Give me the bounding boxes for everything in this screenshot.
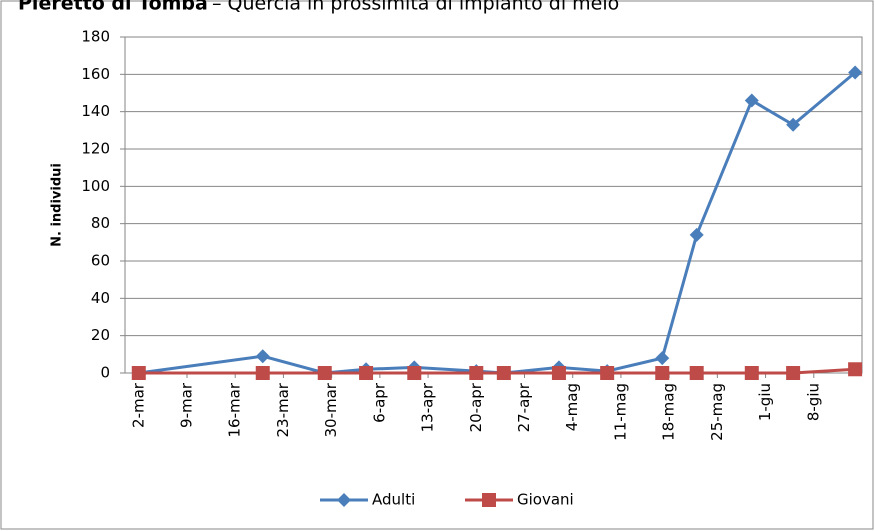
x-tick-label: 11-mag [611,383,629,441]
marker [848,65,863,80]
y-tick-label: 100 [81,177,110,195]
x-tick-label: 1-giu [756,383,774,421]
marker [469,366,484,380]
marker [551,366,566,380]
y-tick-label: 80 [91,214,110,232]
x-tick-label: 23-mar [274,382,292,437]
legend-marker [337,493,351,507]
x-tick-label: 30-mar [322,382,340,437]
y-tick-label: 0 [100,364,110,382]
marker [786,366,801,380]
y-axis-label: N. individui [50,163,65,247]
marker [655,351,670,366]
marker [131,366,146,380]
x-tick-label: 18-mag [660,383,678,441]
y-tick-label: 60 [91,252,110,270]
marker [848,362,863,377]
x-tick-label: 4-mag [563,383,581,431]
marker [689,366,704,380]
marker [255,349,270,364]
y-tick-label: 140 [81,102,110,120]
x-tick-label: 27-apr [515,382,533,432]
marker [317,366,332,380]
marker [407,366,422,380]
marker [359,366,374,380]
marker [744,93,759,108]
marker [689,227,704,242]
legend-marker [482,493,496,507]
x-tick-label: 8-giu [804,383,822,421]
y-tick-label: 160 [81,65,110,83]
marker [496,366,511,380]
x-tick-label: 2-mar [129,382,147,428]
x-tick-label: 13-apr [419,382,437,432]
marker [255,366,270,380]
x-tick-label: 9-mar [177,382,195,428]
x-tick-label: 6-apr [370,382,388,423]
marker [655,366,670,380]
y-tick-label: 120 [81,140,110,158]
marker [744,366,759,380]
legend-label: Adulti [372,491,415,509]
marker [600,366,615,380]
y-tick-label: 40 [91,289,110,307]
marker [786,117,801,132]
x-tick-label: 20-apr [467,382,485,432]
chart-title: Pieretto di Tomba [18,0,208,15]
x-tick-label: 25-mag [708,383,726,441]
legend-label: Giovani [517,491,574,509]
y-tick-label: 180 [81,28,110,46]
chart-subtitle: – Quercia in prossimità di impianto di m… [212,0,619,15]
x-tick-label: 16-mar [226,382,244,437]
y-tick-label: 20 [91,326,110,344]
